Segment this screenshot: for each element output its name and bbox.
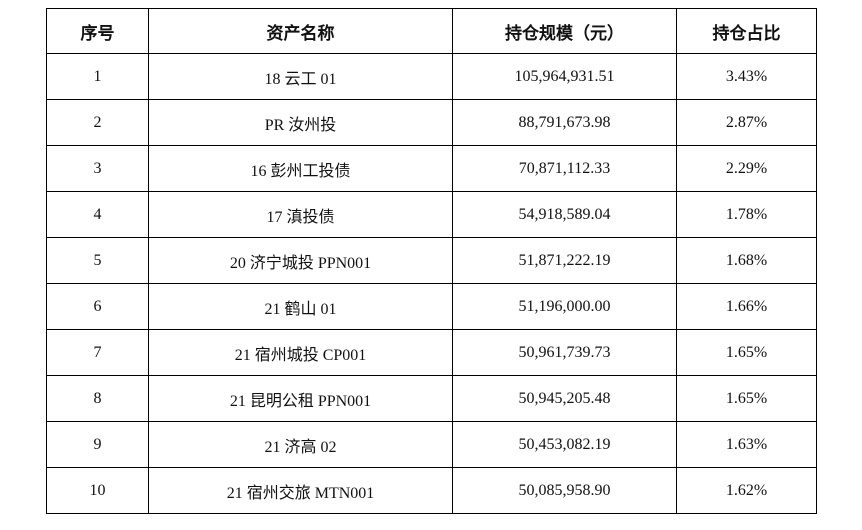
- table-row: 8 21 昆明公租 PPN001 50,945,205.48 1.65%: [46, 375, 817, 422]
- header-position-value: 持仓规模（元）: [452, 8, 677, 54]
- table-row: 2 PR 汝州投 88,791,673.98 2.87%: [46, 99, 817, 146]
- row-position-value: 51,871,222.19: [452, 237, 677, 284]
- table-row: 10 21 宿州交旅 MTN001 50,085,958.90 1.62%: [46, 467, 817, 514]
- row-position-ratio: 1.66%: [676, 283, 817, 330]
- row-asset-name: 21 宿州交旅 MTN001: [148, 467, 453, 514]
- row-position-ratio: 1.68%: [676, 237, 817, 284]
- table-row: 4 17 滇投债 54,918,589.04 1.78%: [46, 191, 817, 238]
- table-row: 5 20 济宁城投 PPN001 51,871,222.19 1.68%: [46, 237, 817, 284]
- row-position-ratio: 2.29%: [676, 145, 817, 192]
- row-position-value: 50,945,205.48: [452, 375, 677, 422]
- row-position-value: 54,918,589.04: [452, 191, 677, 238]
- row-index: 10: [46, 467, 149, 514]
- row-position-ratio: 1.63%: [676, 421, 817, 468]
- table-header: 序号 资产名称 持仓规模（元） 持仓占比: [46, 8, 817, 54]
- row-position-ratio: 1.65%: [676, 375, 817, 422]
- header-asset-name: 资产名称: [148, 8, 453, 54]
- row-position-value: 50,453,082.19: [452, 421, 677, 468]
- row-position-value: 70,871,112.33: [452, 145, 677, 192]
- table-row: 7 21 宿州城投 CP001 50,961,739.73 1.65%: [46, 329, 817, 376]
- table-row: 6 21 鹤山 01 51,196,000.00 1.66%: [46, 283, 817, 330]
- row-index: 9: [46, 421, 149, 468]
- row-index: 2: [46, 99, 149, 146]
- table-row: 1 18 云工 01 105,964,931.51 3.43%: [46, 53, 817, 100]
- row-position-value: 105,964,931.51: [452, 53, 677, 100]
- table-row: 3 16 彭州工投债 70,871,112.33 2.29%: [46, 145, 817, 192]
- table-row: 9 21 济高 02 50,453,082.19 1.63%: [46, 421, 817, 468]
- row-asset-name: 20 济宁城投 PPN001: [148, 237, 453, 284]
- row-position-ratio: 1.62%: [676, 467, 817, 514]
- row-asset-name: 18 云工 01: [148, 53, 453, 100]
- row-position-ratio: 3.43%: [676, 53, 817, 100]
- row-position-value: 51,196,000.00: [452, 283, 677, 330]
- row-asset-name: PR 汝州投: [148, 99, 453, 146]
- holdings-table: 序号 资产名称 持仓规模（元） 持仓占比 1 18 云工 01 105,964,…: [46, 8, 817, 514]
- row-index: 8: [46, 375, 149, 422]
- row-asset-name: 17 滇投债: [148, 191, 453, 238]
- header-position-ratio: 持仓占比: [676, 8, 817, 54]
- row-index: 4: [46, 191, 149, 238]
- header-row: 序号 资产名称 持仓规模（元） 持仓占比: [46, 8, 817, 54]
- row-position-ratio: 2.87%: [676, 99, 817, 146]
- row-position-value: 50,085,958.90: [452, 467, 677, 514]
- row-position-value: 50,961,739.73: [452, 329, 677, 376]
- row-index: 3: [46, 145, 149, 192]
- row-asset-name: 21 宿州城投 CP001: [148, 329, 453, 376]
- row-asset-name: 21 鹤山 01: [148, 283, 453, 330]
- row-position-value: 88,791,673.98: [452, 99, 677, 146]
- row-asset-name: 21 济高 02: [148, 421, 453, 468]
- row-index: 6: [46, 283, 149, 330]
- row-index: 7: [46, 329, 149, 376]
- row-asset-name: 21 昆明公租 PPN001: [148, 375, 453, 422]
- table-body: 1 18 云工 01 105,964,931.51 3.43% 2 PR 汝州投…: [46, 53, 817, 514]
- row-asset-name: 16 彭州工投债: [148, 145, 453, 192]
- row-index: 1: [46, 53, 149, 100]
- row-index: 5: [46, 237, 149, 284]
- header-index: 序号: [46, 8, 149, 54]
- row-position-ratio: 1.78%: [676, 191, 817, 238]
- row-position-ratio: 1.65%: [676, 329, 817, 376]
